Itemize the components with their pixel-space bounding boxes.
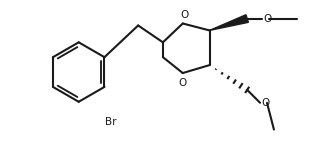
Text: O: O — [263, 13, 271, 24]
Text: Br: Br — [105, 117, 117, 127]
Text: O: O — [261, 98, 269, 108]
Text: O: O — [181, 9, 189, 20]
Polygon shape — [210, 15, 248, 30]
Text: O: O — [179, 78, 187, 88]
